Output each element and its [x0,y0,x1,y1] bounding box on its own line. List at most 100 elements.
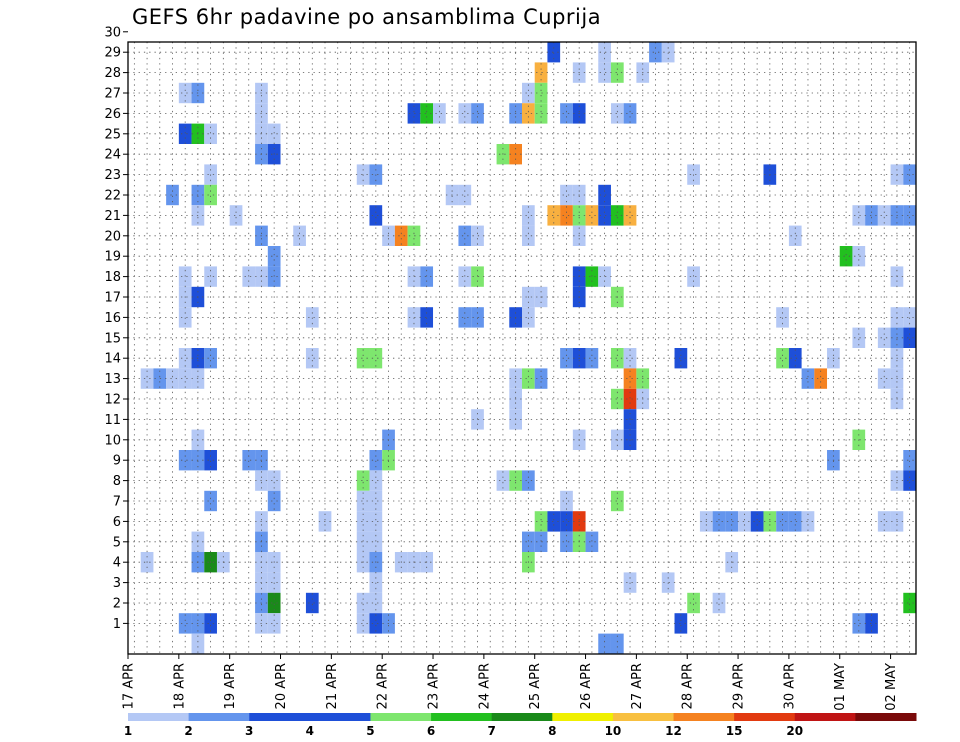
legend-label: 1 [124,724,132,738]
heatmap-cell [903,470,916,491]
heatmap-cell [369,348,383,369]
heatmap-cell [267,470,281,491]
heatmap-cell [852,246,866,267]
heatmap-cell [788,511,802,532]
y-tick-label: 28 [104,66,121,81]
y-tick-label: 14 [104,352,121,367]
heatmap-cell [178,450,192,471]
y-tick-label: 9 [113,454,121,469]
y-tick-label: 7 [113,495,121,510]
y-tick-label: 10 [104,433,121,448]
heatmap-cell [610,62,624,83]
heatmap-cell [560,531,573,552]
heatmap-cell [229,205,243,226]
heatmap-cell [598,205,611,226]
heatmap-cell [356,348,370,369]
heatmap-cell [598,633,611,654]
x-tick-label: 22 APR [376,663,391,709]
heatmap-cell [204,348,217,369]
y-tick-label: 19 [104,250,121,265]
heatmap-cell [166,184,179,206]
heatmap-cell [407,266,421,287]
legend-label: 6 [427,724,435,738]
legend-swatch [309,713,371,721]
heatmap-cell [560,490,573,512]
heatmap-cell [610,348,624,369]
heatmap-cell [623,388,637,410]
y-tick-label: 4 [113,556,121,571]
heatmap-cell [496,470,510,491]
color-legend: 1 2 3 4 5 6 7 8 10 12 15 20 [124,713,917,738]
heatmap-cell [877,511,891,532]
heatmap-cell [178,368,192,389]
heatmap-cell [522,470,535,491]
heatmap-cell [534,103,548,124]
y-tick-label: 16 [104,311,121,326]
heatmap-cell [178,123,192,144]
legend-label: 15 [726,724,743,738]
heatmap-cell [661,42,675,63]
legend-label: 5 [366,724,374,738]
legend-label: 12 [665,724,682,738]
heatmap-cell [458,266,472,287]
y-tick-label: 26 [104,107,121,122]
heatmap-cell [598,184,611,206]
x-tick-label: 26 APR [579,663,594,709]
heatmap-cell [166,368,179,389]
heatmap-cell [776,307,789,328]
y-tick-label: 8 [113,474,121,489]
grid-lines [128,42,916,654]
legend-swatch [370,713,432,721]
y-tick-label: 21 [104,209,121,224]
heatmap-cell [305,307,319,328]
legend-swatch [128,713,190,721]
y-tick-label: 20 [104,229,121,244]
legend-swatch [552,713,614,721]
heatmap-cell [534,82,548,104]
y-tick-label: 15 [104,331,121,346]
heatmap-cell [598,62,611,83]
x-tick-label: 17 APR [122,663,137,709]
heatmap-cell [522,205,535,226]
heatmap-cell [178,348,192,369]
heatmap-cell [178,266,192,287]
heatmap-cell [687,266,700,287]
heatmap-cell [623,368,637,389]
heatmap-cell [712,511,726,532]
heatmap-cell [623,205,637,226]
x-tick-label: 30 APR [782,663,797,709]
heatmap-cell [369,613,383,634]
heatmap-cell [369,470,383,491]
heatmap-cell [471,103,484,124]
y-tick-label: 24 [104,148,121,163]
legend-label: 4 [306,724,314,738]
heatmap-cell [788,348,802,369]
heatmap-cell [267,246,281,267]
heatmap-cell [750,511,764,532]
y-tick-label: 6 [113,515,121,530]
heatmap-cell [369,531,383,552]
heatmap-cell [369,205,383,226]
heatmap-cell [801,511,815,532]
heatmap-cell [356,490,370,512]
legend-swatch [188,713,250,721]
heatmap-cell [522,225,535,246]
heatmap-cell [204,184,217,206]
x-tick-label: 29 APR [732,663,747,709]
plot-frame [127,41,917,655]
heatmap-cell [356,531,370,552]
heatmap-cell [560,511,573,532]
heatmap-cell [598,42,611,63]
y-tick-label: 13 [104,372,121,387]
heatmap-cell [534,511,548,532]
heatmap-cell [471,307,484,328]
heatmap-cell [458,307,472,328]
legend-label: 8 [548,724,556,738]
y-tick-label: 25 [104,127,121,142]
x-tick-label: 23 APR [427,663,442,709]
heatmap-cell [369,592,383,614]
heatmap-cell [610,388,624,410]
heatmap-cell [369,450,383,471]
heatmap-cell [305,348,319,369]
